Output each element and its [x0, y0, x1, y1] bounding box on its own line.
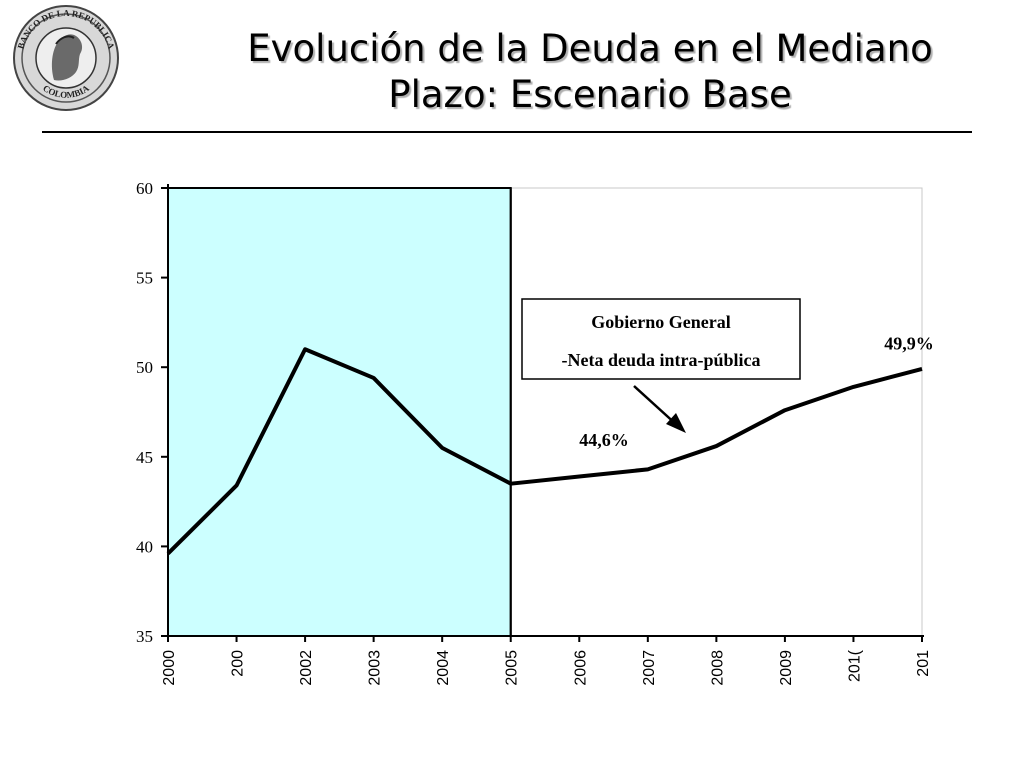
x-tick-label: 2007 [641, 650, 658, 686]
x-tick-label: 200 [230, 650, 247, 677]
data-label: 44,6% [579, 430, 629, 450]
banco-de-la-republica-seal-icon: BANCO DE LA REPUBLICA COLOMBIA [13, 5, 119, 111]
legend-line2: -Neta deuda intra-pública [561, 350, 760, 370]
legend-arrowhead-icon [666, 413, 686, 433]
x-tick-label: 2003 [367, 650, 384, 686]
x-tick-label: 201 [915, 650, 932, 677]
x-tick-label: 2002 [298, 650, 315, 686]
y-tick-label: 50 [136, 358, 153, 377]
title-divider [42, 131, 972, 133]
annotations: 44,6% 49,9% [579, 333, 934, 450]
x-tick-label: 2000 [161, 650, 178, 686]
series-line-gobierno-general [166, 347, 923, 555]
y-tick-label: 35 [136, 627, 153, 646]
x-tick-label: 201( [846, 649, 863, 682]
x-axis: 2000 200 2002 2003 2004 2005 2006 2007 2008 2009 2… [161, 635, 932, 686]
legend: Gobierno General -Neta deuda intra-públi… [521, 298, 801, 433]
historical-shaded-region [167, 187, 512, 637]
legend-box [521, 298, 801, 380]
y-tick-label: 60 [136, 179, 153, 198]
x-tick-label: 2006 [572, 650, 589, 686]
x-tick-label: 2004 [435, 650, 452, 686]
page-title-line1: Evolución de la Deuda en el Mediano [247, 27, 933, 70]
x-tick-label: 2009 [778, 650, 795, 686]
y-tick-label: 45 [136, 448, 153, 467]
y-axis: 35 40 45 50 55 60 [136, 179, 169, 646]
x-tick-label: 2008 [709, 650, 726, 686]
y-tick-label: 55 [136, 269, 153, 288]
data-label: 49,9% [884, 333, 934, 353]
logo: BANCO DE LA REPUBLICA COLOMBIA [0, 0, 132, 116]
x-tick-label: 2005 [504, 650, 521, 686]
page-title: Evolución de la Deuda en el Mediano Plaz… [190, 26, 990, 118]
legend-line1: Gobierno General [591, 312, 730, 332]
y-tick-label: 40 [136, 537, 153, 556]
page-title-line2: Plazo: Escenario Base [388, 73, 792, 116]
